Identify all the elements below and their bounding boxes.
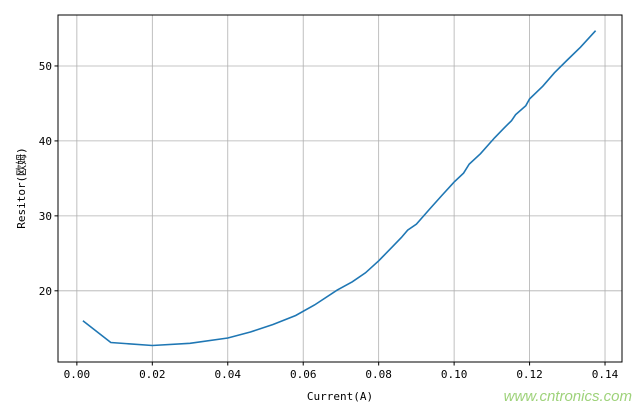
y-tick-label: 40 bbox=[39, 135, 52, 148]
grid bbox=[58, 15, 622, 362]
x-axis-label: Current(A) bbox=[307, 390, 373, 403]
x-tick-label: 0.06 bbox=[290, 368, 317, 381]
y-axis-label: Resitor(欧姆) bbox=[14, 147, 28, 229]
x-tick-label: 0.04 bbox=[215, 368, 242, 381]
series-line bbox=[82, 30, 597, 347]
y-tick-label: 20 bbox=[39, 285, 52, 298]
x-tick-label: 0.00 bbox=[64, 368, 91, 381]
x-tick-label: 0.02 bbox=[139, 368, 166, 381]
y-tick-label: 30 bbox=[39, 210, 52, 223]
ticks: 0.00 0.02 0.04 0.06 0.08 0.10 0.12 0.14 20 30 40 50 bbox=[39, 60, 619, 381]
watermark: www.cntronics.com bbox=[503, 388, 632, 405]
x-tick-label: 0.08 bbox=[365, 368, 392, 381]
y-tick-label: 50 bbox=[39, 60, 52, 73]
x-tick-label: 0.14 bbox=[592, 368, 619, 381]
plot-frame bbox=[57, 14, 623, 363]
x-tick-label: 0.12 bbox=[516, 368, 543, 381]
x-tick-label: 0.10 bbox=[441, 368, 468, 381]
